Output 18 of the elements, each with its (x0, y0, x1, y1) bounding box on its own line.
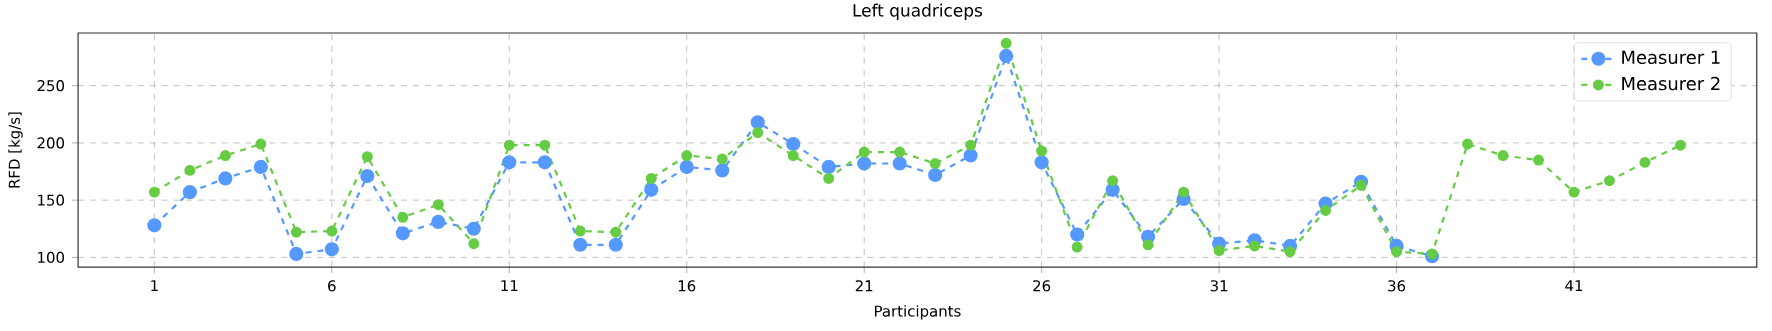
x-tick-label: 21 (855, 280, 873, 292)
y-tick-label: 200 (37, 137, 64, 149)
x-tick-label: 1 (151, 280, 158, 292)
x-axis-title: Participants (874, 305, 961, 320)
y-tick-label: 100 (38, 251, 64, 264)
chart-title: Left quadriceps (853, 3, 983, 21)
x-tick-label: 16 (678, 280, 696, 292)
x-tick-label: 31 (1210, 280, 1228, 292)
x-tick-label: 26 (1033, 280, 1051, 292)
legend-label: Measurer 2 (1622, 76, 1720, 91)
x-tick-label: 6 (328, 280, 336, 292)
x-tick-label: 11 (501, 280, 518, 292)
x-tick-label: 36 (1388, 280, 1406, 292)
y-tick-label: 150 (38, 194, 64, 206)
y-axis-title: RFD [kg/s] (8, 112, 23, 188)
y-tick-label: 250 (37, 80, 64, 92)
x-tick-label: 41 (1565, 280, 1583, 292)
legend-label: Measurer 1 (1622, 50, 1720, 65)
